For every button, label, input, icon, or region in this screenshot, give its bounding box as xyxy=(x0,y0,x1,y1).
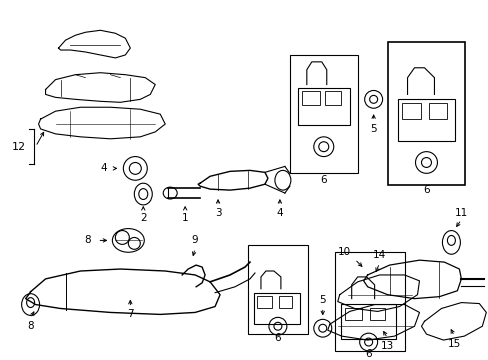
Text: 5: 5 xyxy=(319,294,325,305)
Bar xyxy=(334,252,404,351)
Text: 9: 9 xyxy=(191,235,198,246)
Text: 11: 11 xyxy=(454,208,467,218)
Bar xyxy=(324,91,340,105)
Bar xyxy=(344,307,361,320)
Bar xyxy=(401,103,421,119)
Text: 7: 7 xyxy=(127,309,133,319)
Text: 6: 6 xyxy=(320,175,326,185)
Text: 12: 12 xyxy=(12,142,26,152)
Text: 13: 13 xyxy=(380,341,393,351)
Text: 5: 5 xyxy=(369,124,376,134)
Bar xyxy=(340,303,395,339)
Text: 4: 4 xyxy=(100,163,106,174)
Text: 2: 2 xyxy=(140,213,146,223)
Bar xyxy=(387,42,465,185)
Text: 14: 14 xyxy=(372,250,386,260)
Bar xyxy=(247,246,307,334)
Text: 6: 6 xyxy=(422,185,429,195)
Text: 1: 1 xyxy=(182,213,188,223)
Bar xyxy=(297,87,349,125)
Bar xyxy=(278,296,291,307)
Bar xyxy=(369,307,384,320)
Text: 15: 15 xyxy=(447,339,460,349)
Text: 8: 8 xyxy=(27,321,34,331)
Text: 3: 3 xyxy=(214,208,221,218)
Text: 8: 8 xyxy=(84,235,91,246)
Bar xyxy=(428,103,447,119)
Text: 6: 6 xyxy=(274,333,281,343)
Text: 4: 4 xyxy=(276,208,283,218)
Bar xyxy=(253,293,299,324)
Text: 6: 6 xyxy=(365,349,371,359)
Bar xyxy=(397,99,454,141)
Bar xyxy=(301,91,319,105)
Text: 10: 10 xyxy=(338,247,350,257)
Bar xyxy=(289,55,357,173)
Bar xyxy=(256,296,271,307)
